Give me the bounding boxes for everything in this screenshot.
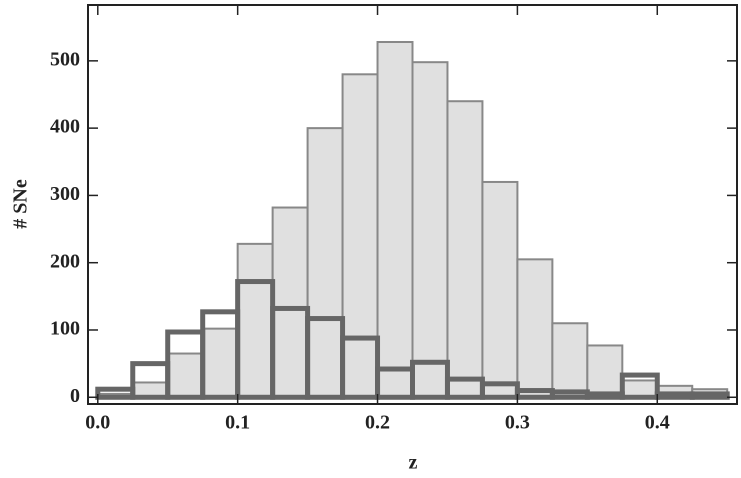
bar xyxy=(411,61,449,399)
bar xyxy=(621,379,659,399)
x-tick-label: 0.2 xyxy=(365,412,390,434)
y-tick-label: 100 xyxy=(50,318,80,340)
bar xyxy=(446,100,484,399)
bar xyxy=(551,322,589,399)
bar xyxy=(271,206,309,399)
x-axis-label: z xyxy=(409,452,418,474)
bar xyxy=(584,391,625,400)
y-axis-label: # SNe xyxy=(10,179,32,229)
bar xyxy=(689,391,730,400)
y-tick-label: 300 xyxy=(50,183,80,205)
y-tick-label: 500 xyxy=(50,48,80,70)
bar xyxy=(516,258,554,399)
y-tick-label: 400 xyxy=(50,116,80,138)
bar xyxy=(481,180,519,399)
x-tick-label: 0.3 xyxy=(505,412,530,434)
x-tick-label: 0.1 xyxy=(225,412,250,434)
y-tick-label: 0 xyxy=(70,385,80,407)
bar xyxy=(201,327,239,399)
bar xyxy=(306,127,344,399)
x-tick-label: 0.0 xyxy=(85,412,110,434)
y-tick-label: 200 xyxy=(50,250,80,272)
bar xyxy=(586,344,624,399)
bar xyxy=(236,242,274,399)
bar xyxy=(376,41,414,399)
x-tick-label: 0.4 xyxy=(645,412,670,434)
bar xyxy=(166,352,204,399)
bar xyxy=(654,391,695,400)
plot-frame xyxy=(87,4,738,405)
bar xyxy=(341,73,379,399)
bar xyxy=(619,372,660,400)
